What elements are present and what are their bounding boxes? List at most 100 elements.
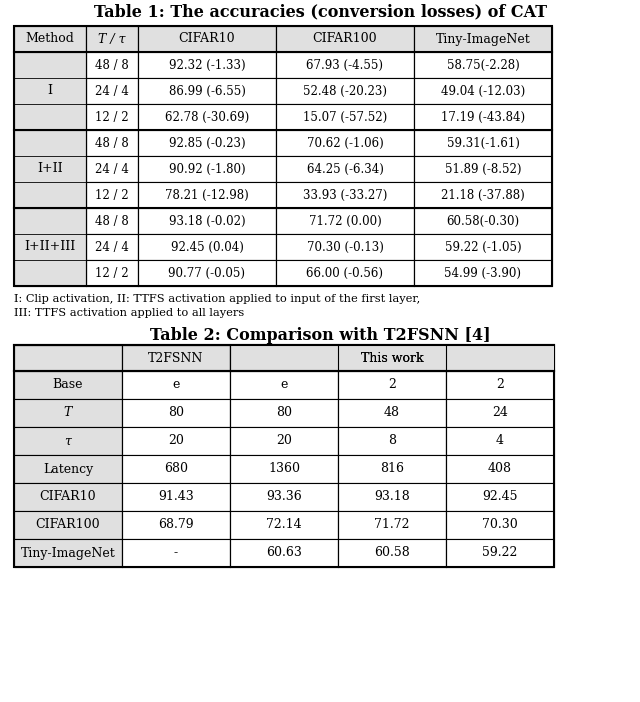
Text: 80: 80 xyxy=(276,406,292,420)
Bar xyxy=(122,511,230,539)
Bar xyxy=(122,483,230,511)
Bar xyxy=(276,260,414,286)
Bar xyxy=(86,260,138,286)
Text: 70.30 (-0.13): 70.30 (-0.13) xyxy=(307,241,383,253)
Bar xyxy=(122,399,230,427)
Text: I: Clip activation, II: TTFS activation applied to input of the first layer,: I: Clip activation, II: TTFS activation … xyxy=(14,294,420,304)
Text: 90.77 (-0.05): 90.77 (-0.05) xyxy=(168,267,246,279)
Text: 58.75(-2.28): 58.75(-2.28) xyxy=(447,58,520,72)
Bar xyxy=(230,345,554,371)
Text: CIFAR10: CIFAR10 xyxy=(179,32,236,46)
Bar xyxy=(122,427,230,455)
Text: 24 / 4: 24 / 4 xyxy=(95,241,129,253)
Text: 60.63: 60.63 xyxy=(266,546,302,559)
Bar xyxy=(414,156,552,182)
Bar xyxy=(86,156,138,182)
Text: 2: 2 xyxy=(496,378,504,392)
Bar xyxy=(338,539,446,567)
Bar xyxy=(138,260,276,286)
Bar xyxy=(230,511,338,539)
Bar xyxy=(446,539,554,567)
Text: 12 / 2: 12 / 2 xyxy=(95,189,129,201)
Text: 48: 48 xyxy=(384,406,400,420)
Text: 60.58: 60.58 xyxy=(374,546,410,559)
Text: 816: 816 xyxy=(380,463,404,475)
Bar xyxy=(86,130,138,156)
Bar xyxy=(446,427,554,455)
Text: 86.99 (-6.55): 86.99 (-6.55) xyxy=(168,84,245,98)
Bar xyxy=(230,455,338,483)
Text: 92.45 (0.04): 92.45 (0.04) xyxy=(171,241,243,253)
Text: 72.14: 72.14 xyxy=(266,519,302,531)
Text: CIFAR100: CIFAR100 xyxy=(36,519,100,531)
Bar xyxy=(14,455,122,483)
Text: 51.89 (-8.52): 51.89 (-8.52) xyxy=(445,162,521,176)
Text: 4: 4 xyxy=(496,435,504,447)
Text: I+II+III: I+II+III xyxy=(24,241,76,253)
Text: 93.18 (-0.02): 93.18 (-0.02) xyxy=(169,215,245,227)
Text: 2: 2 xyxy=(388,378,396,392)
Text: 92.32 (-1.33): 92.32 (-1.33) xyxy=(169,58,245,72)
Bar xyxy=(122,539,230,567)
Text: 33.93 (-33.27): 33.93 (-33.27) xyxy=(303,189,387,201)
Bar xyxy=(338,511,446,539)
Bar xyxy=(276,156,414,182)
Bar xyxy=(138,104,276,130)
Bar xyxy=(276,52,414,78)
Bar xyxy=(276,26,414,52)
Text: 67.93 (-4.55): 67.93 (-4.55) xyxy=(307,58,383,72)
Text: Latency: Latency xyxy=(43,463,93,475)
Bar xyxy=(138,130,276,156)
Bar xyxy=(86,52,138,78)
Bar xyxy=(138,156,276,182)
Text: 15.07 (-57.52): 15.07 (-57.52) xyxy=(303,110,387,124)
Text: 12 / 2: 12 / 2 xyxy=(95,267,129,279)
Text: 93.36: 93.36 xyxy=(266,491,302,503)
Bar xyxy=(86,208,138,234)
Text: 70.62 (-1.06): 70.62 (-1.06) xyxy=(307,136,383,150)
Text: 80: 80 xyxy=(168,406,184,420)
Text: 48 / 8: 48 / 8 xyxy=(95,58,129,72)
Bar xyxy=(276,234,414,260)
Text: 24: 24 xyxy=(492,406,508,420)
Text: 24 / 4: 24 / 4 xyxy=(95,162,129,176)
Text: -: - xyxy=(174,546,178,559)
Bar xyxy=(446,483,554,511)
Text: CIFAR100: CIFAR100 xyxy=(313,32,378,46)
Bar xyxy=(14,371,122,399)
Bar xyxy=(276,130,414,156)
Text: Table 2: Comparison with T2FSNN [4]: Table 2: Comparison with T2FSNN [4] xyxy=(150,326,490,343)
Bar xyxy=(414,130,552,156)
Text: 52.48 (-20.23): 52.48 (-20.23) xyxy=(303,84,387,98)
Text: 59.22: 59.22 xyxy=(483,546,518,559)
Bar xyxy=(338,455,446,483)
Text: 70.30: 70.30 xyxy=(482,519,518,531)
Bar xyxy=(14,208,86,286)
Bar xyxy=(446,455,554,483)
Bar xyxy=(14,345,122,371)
Text: 92.85 (-0.23): 92.85 (-0.23) xyxy=(169,136,245,150)
Text: 92.45: 92.45 xyxy=(483,491,518,503)
Bar xyxy=(414,182,552,208)
Bar xyxy=(230,371,338,399)
Bar xyxy=(14,345,554,567)
Bar xyxy=(122,371,230,399)
Text: e: e xyxy=(280,378,288,392)
Bar xyxy=(338,399,446,427)
Text: Method: Method xyxy=(26,32,74,46)
Bar xyxy=(138,52,276,78)
Bar xyxy=(230,427,338,455)
Bar xyxy=(414,104,552,130)
Text: Tiny-ImageNet: Tiny-ImageNet xyxy=(436,32,531,46)
Bar xyxy=(276,104,414,130)
Text: III: TTFS activation applied to all layers: III: TTFS activation applied to all laye… xyxy=(14,308,244,318)
Bar xyxy=(138,78,276,104)
Text: CIFAR10: CIFAR10 xyxy=(40,491,96,503)
Text: 78.21 (-12.98): 78.21 (-12.98) xyxy=(165,189,249,201)
Text: 90.92 (-1.80): 90.92 (-1.80) xyxy=(169,162,245,176)
Text: 1360: 1360 xyxy=(268,463,300,475)
Bar xyxy=(138,26,276,52)
Text: 54.99 (-3.90): 54.99 (-3.90) xyxy=(445,267,522,279)
Text: Table 1: The accuracies (conversion losses) of CAT: Table 1: The accuracies (conversion loss… xyxy=(93,4,547,20)
Bar xyxy=(446,511,554,539)
